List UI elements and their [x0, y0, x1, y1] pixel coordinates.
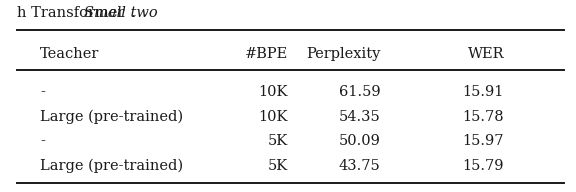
Text: 5K: 5K — [268, 134, 288, 148]
Text: h Transformer: h Transformer — [17, 7, 129, 20]
Text: 43.75: 43.75 — [339, 159, 380, 173]
Text: .: . — [131, 7, 135, 20]
Text: 50.09: 50.09 — [338, 134, 380, 148]
Text: 15.78: 15.78 — [463, 110, 504, 124]
Text: 15.91: 15.91 — [463, 85, 504, 99]
Text: Small two: Small two — [84, 7, 157, 20]
Text: 61.59: 61.59 — [339, 85, 380, 99]
Text: Perplexity: Perplexity — [306, 47, 380, 61]
Text: Large (pre-trained): Large (pre-trained) — [40, 110, 183, 124]
Text: Teacher: Teacher — [40, 47, 100, 61]
Text: 15.79: 15.79 — [463, 159, 504, 173]
Text: 10K: 10K — [259, 85, 288, 99]
Text: 54.35: 54.35 — [339, 110, 380, 124]
Text: 10K: 10K — [259, 110, 288, 124]
Text: 15.97: 15.97 — [463, 134, 504, 148]
Text: WER: WER — [468, 47, 504, 61]
Text: -: - — [40, 85, 45, 99]
Text: -: - — [40, 134, 45, 148]
Text: 5K: 5K — [268, 159, 288, 173]
Text: Large (pre-trained): Large (pre-trained) — [40, 159, 183, 173]
Text: #BPE: #BPE — [245, 47, 288, 61]
